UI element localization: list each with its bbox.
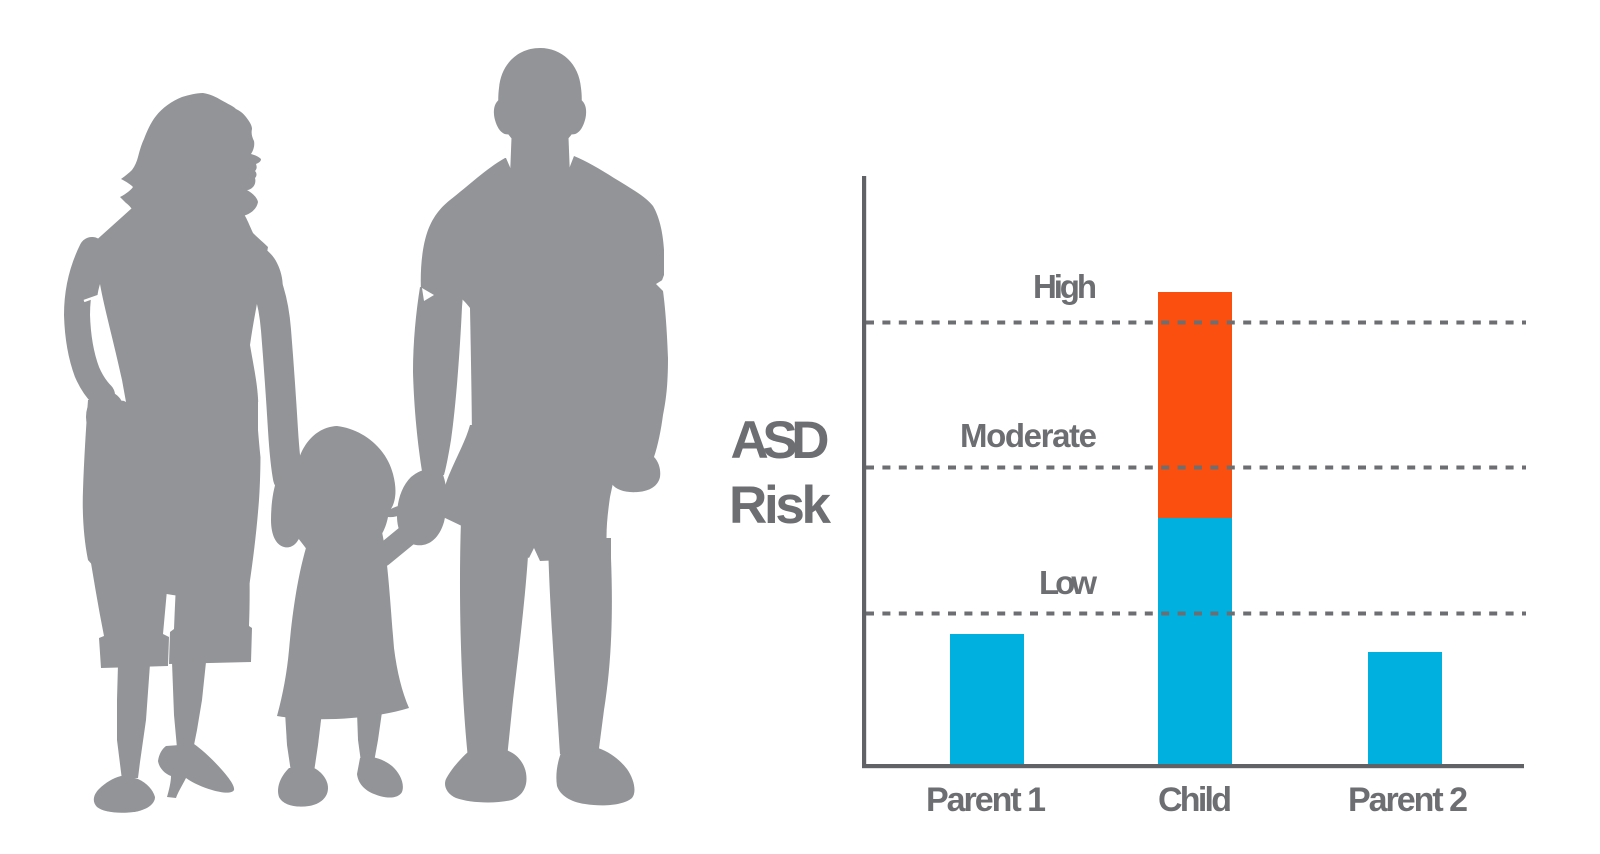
svg-text:Moderate: Moderate [960, 417, 1097, 454]
svg-text:ASD: ASD [731, 411, 830, 470]
svg-text:Low: Low [1039, 564, 1097, 601]
svg-text:Child: Child [1158, 781, 1232, 819]
svg-text:Parent 1: Parent 1 [926, 781, 1046, 819]
svg-text:High: High [1033, 268, 1097, 305]
svg-text:Parent 2: Parent 2 [1348, 781, 1468, 819]
svg-text:Risk: Risk [729, 476, 832, 535]
